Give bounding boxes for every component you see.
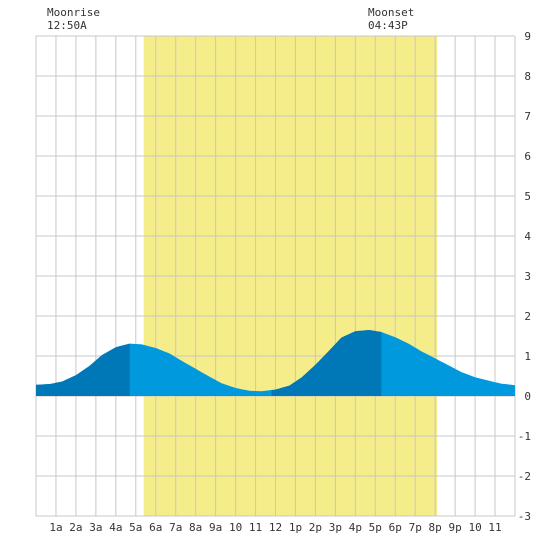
x-tick-label: 12 xyxy=(269,521,282,534)
y-tick-label: 4 xyxy=(524,230,531,243)
moonrise-time: 12:50A xyxy=(47,19,87,32)
x-tick-label: 6p xyxy=(389,521,402,534)
x-tick-label: 2p xyxy=(309,521,322,534)
x-tick-label: 1p xyxy=(289,521,302,534)
tide-area-night-1 xyxy=(36,343,130,396)
x-tick-label: 8a xyxy=(189,521,202,534)
x-tick-label: 11 xyxy=(488,521,501,534)
moonset-time: 04:43P xyxy=(368,19,408,32)
x-axis-labels: 1a 2a 3a 4a 5a 6a 7a 8a 9a 10 11 12 1p 2p 3p 4p 5p 6p 7p 8p… xyxy=(49,521,501,534)
y-tick-label: 1 xyxy=(524,350,531,363)
tide-area-night-2 xyxy=(271,330,382,396)
y-tick-label: 3 xyxy=(524,270,531,283)
y-tick-label: -1 xyxy=(518,430,531,443)
x-tick-label: 5a xyxy=(129,521,142,534)
x-tick-label: 3a xyxy=(89,521,102,534)
x-tick-label: 11 xyxy=(249,521,262,534)
x-tick-label: 10 xyxy=(468,521,481,534)
moonset-label: Moonset xyxy=(368,6,414,19)
x-tick-label: 4p xyxy=(349,521,362,534)
x-tick-label: 10 xyxy=(229,521,242,534)
x-tick-label: 7a xyxy=(169,521,182,534)
x-tick-label: 1a xyxy=(49,521,62,534)
moonrise-label: Moonrise xyxy=(47,6,100,19)
y-tick-label: 9 xyxy=(524,30,531,43)
x-tick-label: 5p xyxy=(369,521,382,534)
x-tick-label: 2a xyxy=(69,521,82,534)
tide-area xyxy=(36,330,515,396)
y-tick-label: 0 xyxy=(524,390,531,403)
x-tick-label: 6a xyxy=(149,521,162,534)
x-tick-label: 9a xyxy=(209,521,222,534)
x-tick-label: 3p xyxy=(329,521,342,534)
x-tick-label: 8p xyxy=(429,521,442,534)
y-tick-label: -3 xyxy=(518,510,531,523)
y-tick-label: -2 xyxy=(518,470,531,483)
y-axis-labels: 9 8 7 6 5 4 3 2 1 0 -1 -2 -3 xyxy=(518,30,532,523)
y-tick-label: 6 xyxy=(524,150,531,163)
y-tick-label: 5 xyxy=(524,190,531,203)
y-tick-label: 8 xyxy=(524,70,531,83)
y-tick-label: 7 xyxy=(524,110,531,123)
x-tick-label: 4a xyxy=(109,521,122,534)
x-tick-label: 9p xyxy=(449,521,462,534)
x-tick-label: 7p xyxy=(409,521,422,534)
y-tick-label: 2 xyxy=(524,310,531,323)
